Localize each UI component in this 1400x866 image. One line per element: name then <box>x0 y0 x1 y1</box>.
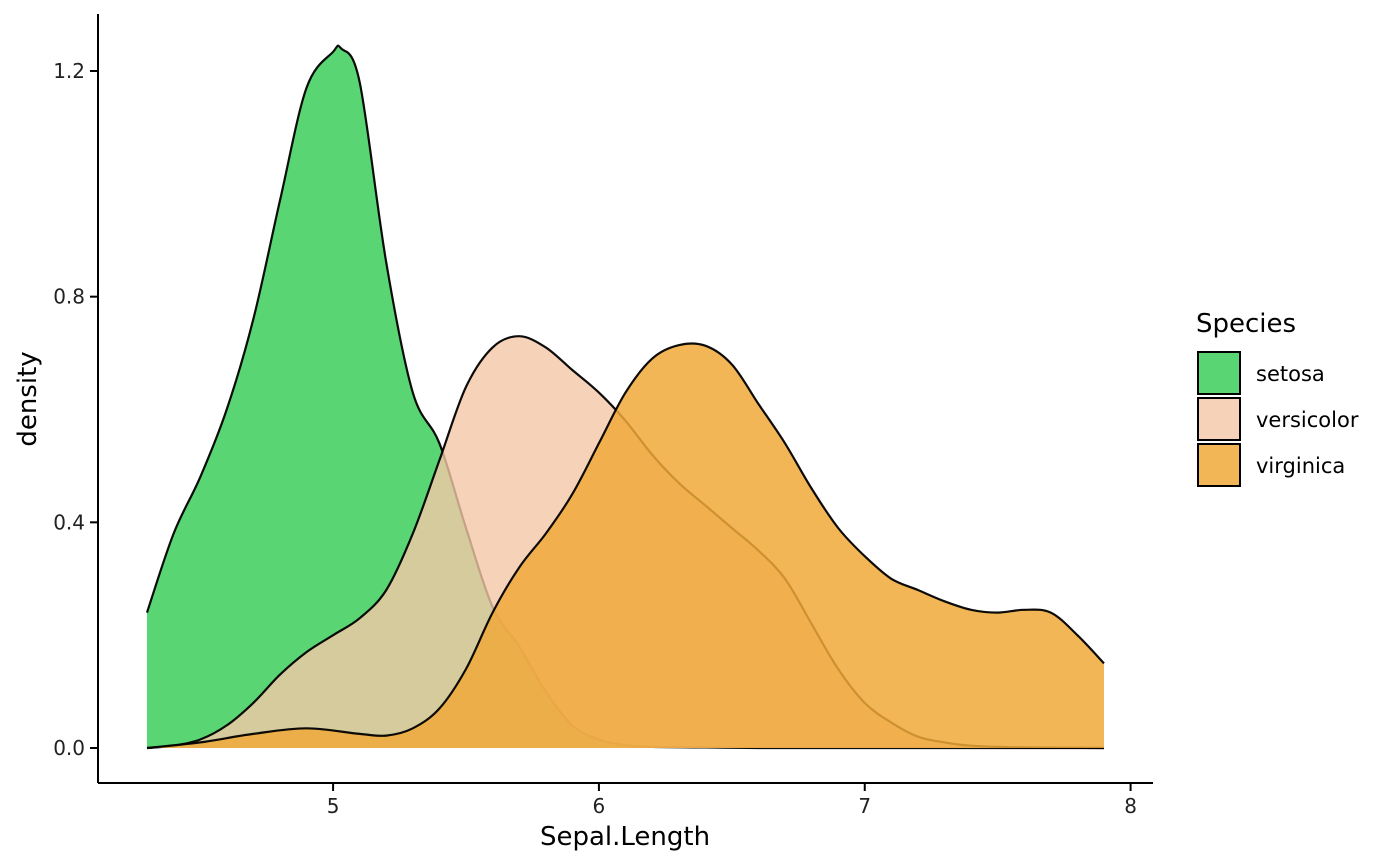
legend-title: Species <box>1196 309 1296 339</box>
density-area-setosa <box>147 45 1104 749</box>
x-tick-label: 5 <box>327 794 340 818</box>
density-line-virginica <box>146 342 1105 750</box>
x-axis-title: Sepal.Length <box>540 822 710 852</box>
density-area-virginica <box>147 343 1104 748</box>
y-tick-label: 0.8 <box>53 285 85 309</box>
x-ticks: 5 6 7 8 <box>327 783 1137 818</box>
legend-key-setosa <box>1197 351 1241 395</box>
y-tick-label: 0.4 <box>53 510 85 534</box>
y-tick-label: 1.2 <box>53 59 85 83</box>
y-ticks: 0.0 0.4 0.8 1.2 <box>53 59 98 760</box>
x-tick-label: 8 <box>1124 794 1137 818</box>
y-axis-title: density <box>13 351 43 446</box>
x-tick-label: 7 <box>858 794 871 818</box>
legend-label-setosa: setosa <box>1256 362 1325 386</box>
plot-area <box>145 44 1105 750</box>
legend-label-virginica: virginica <box>1256 454 1345 478</box>
x-tick-label: 6 <box>593 794 606 818</box>
y-tick-label: 0.0 <box>53 736 85 760</box>
legend: Species setosa versicolor virginica <box>1196 309 1359 487</box>
legend-items: setosa versicolor virginica <box>1197 351 1359 487</box>
legend-key-virginica <box>1197 443 1241 487</box>
legend-label-versicolor: versicolor <box>1256 408 1359 432</box>
legend-key-versicolor <box>1197 397 1241 441</box>
axes <box>97 14 1153 784</box>
